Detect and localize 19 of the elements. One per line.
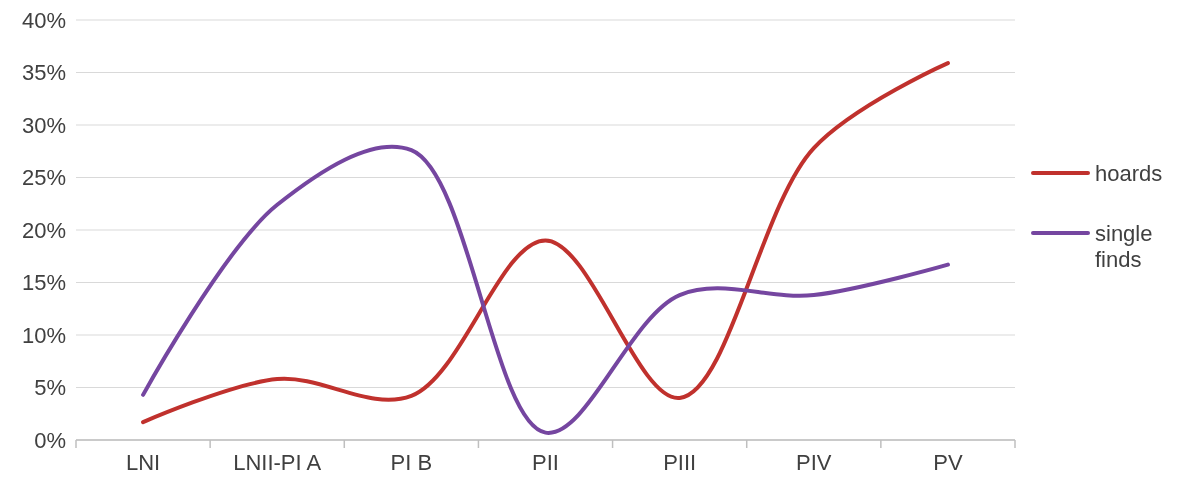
y-tick-label: 30%	[21, 112, 66, 138]
y-tick-label: 35%	[21, 60, 66, 86]
y-tick-label: 5%	[34, 375, 66, 401]
y-tick-label: 10%	[21, 322, 66, 348]
y-tick-label: 20%	[21, 217, 66, 243]
legend-label: single finds	[1095, 220, 1153, 273]
y-tick-label: 40%	[21, 7, 66, 33]
x-tick-label: PV	[933, 450, 963, 475]
x-tick-label: PIII	[663, 450, 697, 475]
x-tick-label: PI B	[390, 450, 433, 475]
legend-label: hoards	[1095, 160, 1163, 186]
y-tick-label: 15%	[21, 270, 66, 296]
x-tick-label: LNII-PI A	[233, 450, 322, 475]
x-tick-label: LNI	[125, 450, 161, 475]
y-tick-label: 25%	[21, 165, 66, 191]
y-tick-label: 0%	[34, 427, 66, 453]
x-tick-label: PIV	[796, 450, 832, 475]
line-series	[141, 61, 950, 425]
x-tick-label: PII	[532, 450, 559, 475]
